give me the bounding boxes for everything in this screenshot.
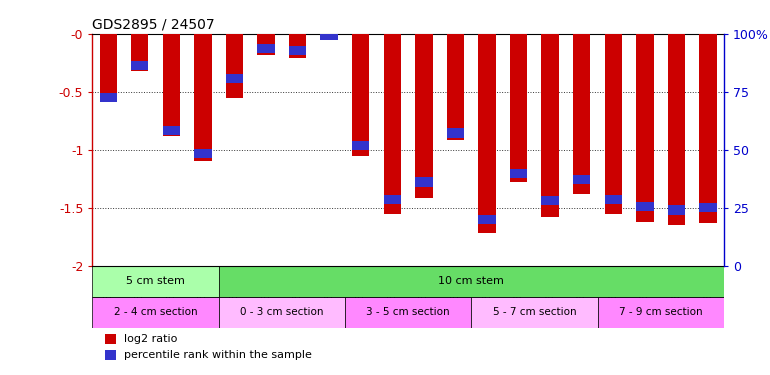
- Bar: [541, 34, 559, 217]
- Bar: [92, 266, 219, 297]
- Bar: [415, 34, 433, 198]
- Bar: [478, 34, 496, 233]
- Text: 5 cm stem: 5 cm stem: [126, 276, 185, 286]
- Bar: [345, 297, 471, 328]
- Bar: [541, 196, 559, 205]
- Bar: [447, 34, 464, 141]
- Bar: [471, 297, 598, 328]
- Text: log2 ratio: log2 ratio: [124, 334, 177, 344]
- Bar: [99, 93, 117, 102]
- Bar: [636, 34, 654, 222]
- Bar: [699, 203, 717, 212]
- Bar: [257, 34, 275, 55]
- Text: 5 - 7 cm section: 5 - 7 cm section: [493, 307, 576, 317]
- Bar: [598, 297, 724, 328]
- Bar: [219, 266, 724, 297]
- Text: 3 - 5 cm section: 3 - 5 cm section: [367, 307, 450, 317]
- Bar: [604, 195, 622, 204]
- Bar: [510, 169, 527, 178]
- Bar: [131, 34, 149, 71]
- Bar: [194, 34, 212, 161]
- Text: GDS2895 / 24507: GDS2895 / 24507: [92, 17, 215, 31]
- Bar: [447, 128, 464, 138]
- Bar: [99, 34, 117, 101]
- Bar: [699, 34, 717, 223]
- Text: 2 - 4 cm section: 2 - 4 cm section: [114, 307, 197, 317]
- Bar: [352, 141, 370, 150]
- Bar: [105, 334, 116, 344]
- Bar: [320, 30, 338, 40]
- Bar: [573, 34, 591, 194]
- Text: 7 - 9 cm section: 7 - 9 cm section: [619, 307, 702, 317]
- Bar: [383, 195, 401, 204]
- Bar: [352, 34, 370, 156]
- Bar: [636, 202, 654, 211]
- Text: percentile rank within the sample: percentile rank within the sample: [124, 350, 312, 360]
- Bar: [194, 149, 212, 158]
- Bar: [604, 34, 622, 214]
- Bar: [219, 297, 345, 328]
- Bar: [105, 350, 116, 360]
- Bar: [668, 205, 685, 214]
- Bar: [131, 61, 149, 70]
- Bar: [478, 215, 496, 224]
- Bar: [415, 177, 433, 187]
- Text: 0 - 3 cm section: 0 - 3 cm section: [240, 307, 323, 317]
- Bar: [226, 34, 243, 98]
- Text: 10 cm stem: 10 cm stem: [438, 276, 504, 286]
- Bar: [226, 74, 243, 83]
- Bar: [257, 44, 275, 53]
- Bar: [668, 34, 685, 225]
- Bar: [162, 126, 180, 135]
- Bar: [289, 34, 306, 58]
- Bar: [383, 34, 401, 214]
- Bar: [162, 34, 180, 136]
- Bar: [320, 34, 338, 36]
- Bar: [573, 175, 591, 184]
- Bar: [289, 46, 306, 56]
- Bar: [510, 34, 527, 182]
- Bar: [92, 297, 219, 328]
